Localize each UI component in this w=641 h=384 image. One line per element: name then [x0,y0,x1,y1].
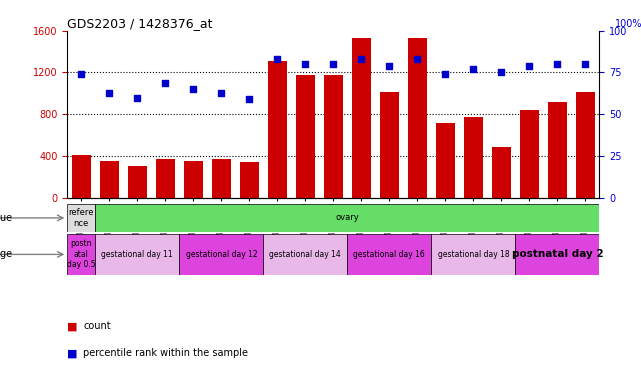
Bar [99,161,119,198]
Point [244,96,254,102]
Text: gestational day 14: gestational day 14 [269,250,341,259]
Bar [576,92,595,198]
Point [272,56,283,62]
Text: gestational day 18: gestational day 18 [438,250,509,259]
Point [160,79,171,86]
Bar [156,159,175,198]
Bar [67,234,96,275]
Text: percentile rank within the sample: percentile rank within the sample [83,348,248,358]
Bar [431,234,515,275]
Text: count: count [83,321,111,331]
Bar [267,61,287,198]
Bar [463,118,483,198]
Bar [296,74,315,198]
Bar [72,155,91,198]
Text: postnatal day 2: postnatal day 2 [512,249,603,260]
Text: GDS2203 / 1428376_at: GDS2203 / 1428376_at [67,17,213,30]
Point [300,61,310,67]
Point [216,89,226,96]
Text: gestational day 11: gestational day 11 [101,250,173,259]
Point [468,66,478,72]
Text: gestational day 12: gestational day 12 [185,250,257,259]
Bar [128,166,147,198]
Bar [240,162,259,198]
Point [552,61,562,67]
Bar [379,92,399,198]
Bar [67,204,96,232]
Bar [96,234,179,275]
Point [496,70,506,76]
Bar [435,122,455,198]
Point [104,89,115,96]
Text: postn
atal
day 0.5: postn atal day 0.5 [67,240,96,269]
Point [76,71,87,77]
Point [384,63,394,69]
Bar [520,110,539,198]
Bar [179,234,263,275]
Bar [263,234,347,275]
Text: age: age [0,249,13,260]
Point [524,63,535,69]
Point [356,56,367,62]
Point [328,61,338,67]
Bar [515,234,599,275]
Text: 100%: 100% [615,19,641,29]
Point [188,86,199,92]
Bar [183,161,203,198]
Text: ■: ■ [67,348,78,358]
Bar [324,75,343,198]
Bar [492,147,511,198]
Point [412,56,422,62]
Bar [408,38,427,198]
Point [440,71,451,77]
Bar [351,38,371,198]
Point [580,61,590,67]
Text: refere
nce: refere nce [69,208,94,228]
Point [132,94,142,101]
Text: ■: ■ [67,321,78,331]
Bar [212,159,231,198]
Text: gestational day 16: gestational day 16 [353,250,425,259]
Bar [547,102,567,198]
Bar [347,234,431,275]
Text: ovary: ovary [335,214,359,222]
Text: tissue: tissue [0,213,13,223]
